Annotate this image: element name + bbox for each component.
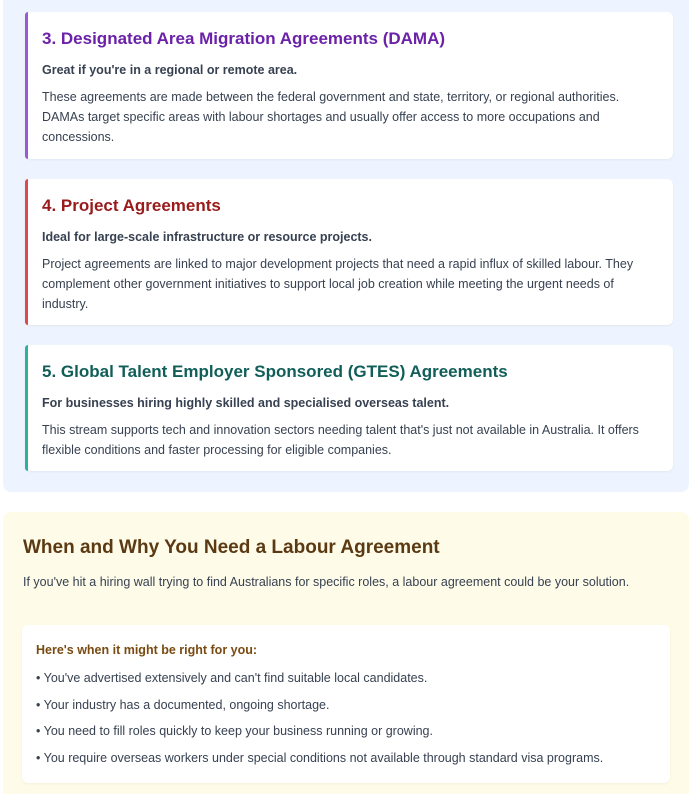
card-description: These agreements are made between the fe… [42,90,620,144]
card-lead: For businesses hiring highly skilled and… [42,396,450,410]
card-lead: Great if you're in a regional or remote … [42,63,298,77]
card-accent-bar [25,345,28,471]
list-item: • You've advertised extensively and can'… [36,671,428,685]
agreement-card-gtes: 5. Global Talent Employer Sponsored (GTE… [25,345,673,471]
card-accent-bar [25,12,28,159]
agreement-card-project: 4. Project Agreements Ideal for large-sc… [25,179,673,325]
agreement-types-panel: 3. Designated Area Migration Agreements … [3,0,689,492]
agreement-card-dama: 3. Designated Area Migration Agreements … [25,12,673,159]
card-accent-bar [25,179,28,325]
card-title: 5. Global Talent Employer Sponsored (GTE… [42,362,508,381]
checklist-box: Here's when it might be right for you: •… [22,625,670,783]
checklist: • You've advertised extensively and can'… [36,670,603,776]
list-item: • You need to fill roles quickly to keep… [36,724,433,738]
list-item: • Your industry has a documented, ongoin… [36,697,330,712]
card-description: This stream supports tech and innovation… [42,423,639,457]
checklist-heading: Here's when it might be right for you: [36,643,258,657]
when-and-why-section: When and Why You Need a Labour Agreement… [3,512,689,794]
card-description: Project agreements are linked to major d… [42,257,634,311]
card-title: 4. Project Agreements [42,196,221,215]
section-heading: When and Why You Need a Labour Agreement [23,537,440,558]
list-item: • You require overseas workers under spe… [36,750,604,765]
card-lead: Ideal for large-scale infrastructure or … [42,230,372,244]
section-intro: If you've hit a hiring wall trying to fi… [23,575,630,589]
card-title: 3. Designated Area Migration Agreements … [42,29,446,48]
